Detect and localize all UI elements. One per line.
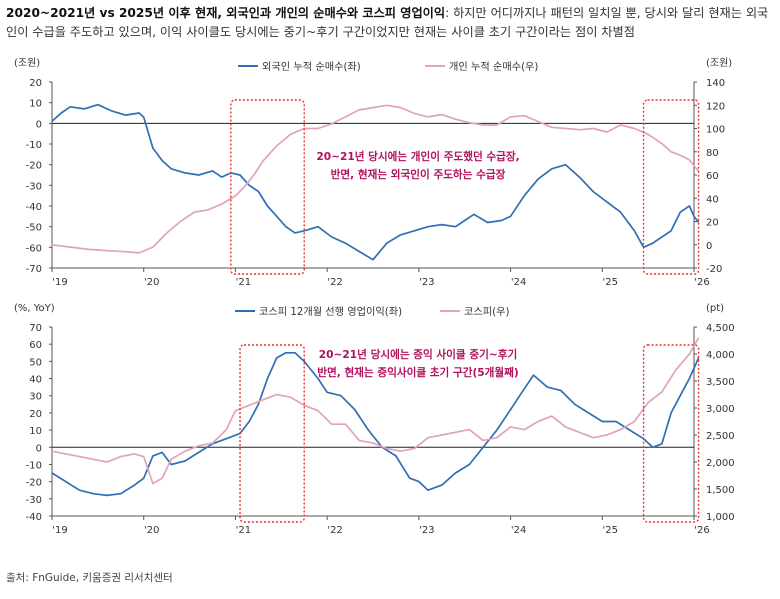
- x-tick-label: '21: [236, 525, 251, 536]
- x-tick-label: '20: [144, 525, 159, 536]
- left-tick-label: -50: [26, 223, 42, 234]
- right-tick-label: 2,500: [706, 431, 735, 442]
- highlight-box: [642, 99, 700, 275]
- left-tick-label: -20: [26, 161, 42, 172]
- legend-label: 코스피(우): [464, 306, 509, 318]
- right-tick-label: 3,000: [706, 404, 735, 415]
- right-tick-label: 100: [706, 125, 725, 136]
- x-tick-label: '26: [694, 277, 709, 288]
- right-tick-label: 1,000: [706, 512, 735, 523]
- legend-label: 코스피 12개월 선행 영업이익(좌): [259, 305, 402, 318]
- left-tick-label: -30: [26, 495, 42, 506]
- left-tick-label: -20: [26, 478, 42, 489]
- left-tick-label: -40: [26, 202, 42, 213]
- right-tick-label: -20: [706, 264, 722, 275]
- left-tick-label: 20: [29, 78, 42, 89]
- left-tick-label: -60: [26, 243, 42, 254]
- left-tick-label: 10: [29, 426, 42, 437]
- left-axis-unit: (조원): [14, 57, 40, 69]
- caption-title: 2020~2021년 vs 2025년 이후 현재, 외국인과 개인의 순매수와…: [6, 6, 446, 20]
- annotation-text: 20~21년 당시에는 증익 사이클 중기~후기: [319, 348, 517, 361]
- right-tick-label: 80: [706, 148, 719, 159]
- x-tick-label: '24: [511, 277, 526, 288]
- series-line-pink: [51, 337, 700, 485]
- series-line-blue: [51, 103, 700, 261]
- series-line-blue: [51, 351, 700, 497]
- annotation-text: 20~21년 당시에는 개인이 주도했던 수급장,: [316, 150, 519, 163]
- annotation-text: 반면, 현재는 증익사이클 초기 구간(5개월째): [317, 366, 519, 379]
- right-tick-label: 60: [706, 171, 719, 182]
- left-tick-label: 40: [29, 375, 42, 386]
- x-tick-label: '23: [419, 525, 434, 536]
- right-tick-label: 40: [706, 194, 719, 205]
- right-tick-label: 120: [706, 101, 725, 112]
- x-tick-label: '19: [52, 277, 67, 288]
- legend-label: 개인 누적 순매수(우): [449, 61, 538, 73]
- right-tick-label: 20: [706, 218, 719, 229]
- x-tick-label: '22: [327, 525, 342, 536]
- right-tick-label: 2,000: [706, 458, 735, 469]
- left-axis-unit: (%, YoY): [14, 303, 55, 314]
- x-tick-label: '23: [419, 277, 434, 288]
- right-tick-label: 3,500: [706, 377, 735, 388]
- left-tick-label: 30: [29, 392, 42, 403]
- right-tick-label: 140: [706, 78, 725, 89]
- right-tick-label: 0: [706, 241, 712, 252]
- source-note: 출처: FnGuide, 키움증권 리서치센터: [6, 572, 173, 584]
- right-tick-label: 4,500: [706, 323, 735, 334]
- highlight-box: [239, 344, 305, 523]
- left-tick-label: 70: [29, 323, 42, 334]
- left-tick-label: -10: [26, 460, 42, 471]
- left-tick-label: 10: [29, 99, 42, 110]
- left-tick-label: 50: [29, 357, 42, 368]
- right-tick-label: 1,500: [706, 485, 735, 496]
- series-line-pink: [51, 104, 700, 254]
- right-axis-unit: (pt): [706, 303, 724, 314]
- left-tick-label: 0: [36, 443, 42, 454]
- x-tick-label: '25: [603, 525, 618, 536]
- x-tick-label: '22: [327, 277, 342, 288]
- x-tick-label: '19: [52, 525, 67, 536]
- x-tick-label: '25: [603, 277, 618, 288]
- left-tick-label: -10: [26, 140, 42, 151]
- legend-label: 외국인 누적 순매수(좌): [262, 61, 361, 73]
- right-axis-unit: (조원): [706, 57, 732, 69]
- figure-caption: 2020~2021년 vs 2025년 이후 현재, 외국인과 개인의 순매수와…: [6, 4, 772, 42]
- highlight-box: [230, 99, 305, 275]
- annotation-text: 반면, 현재는 외국인이 주도하는 수급장: [331, 168, 506, 181]
- highlight-box: [642, 344, 700, 523]
- x-tick-label: '20: [144, 277, 159, 288]
- x-tick-label: '24: [511, 525, 526, 536]
- x-tick-label: '21: [236, 277, 251, 288]
- left-tick-label: 0: [36, 119, 42, 130]
- x-tick-label: '26: [694, 525, 709, 536]
- left-tick-label: -70: [26, 264, 42, 275]
- right-tick-label: 4,000: [706, 350, 735, 361]
- left-tick-label: 20: [29, 409, 42, 420]
- caption-body: : 하지만 어디까지나 패턴의 일치일 뿐, 당시와 달리 현재는 외국인이 수…: [6, 6, 769, 39]
- left-tick-label: -40: [26, 512, 42, 523]
- left-tick-label: -30: [26, 181, 42, 192]
- left-tick-label: 60: [29, 340, 42, 351]
